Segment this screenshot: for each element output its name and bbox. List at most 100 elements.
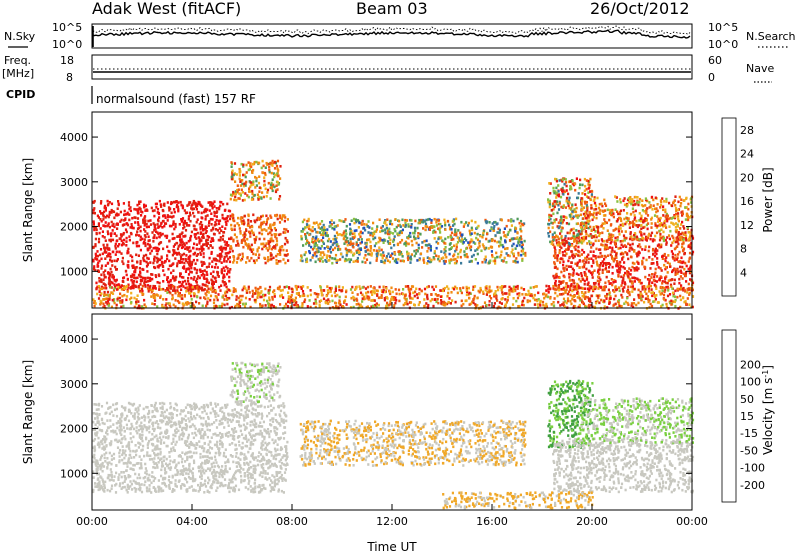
power-cell — [577, 241, 580, 245]
power-cell — [609, 237, 612, 240]
power-cell — [307, 217, 310, 221]
power-cell — [196, 277, 199, 281]
power-cell — [459, 287, 462, 290]
power-cell — [623, 197, 626, 200]
power-cell — [211, 275, 214, 278]
power-cell — [267, 242, 270, 246]
power-cell — [242, 219, 245, 222]
power-cell — [581, 294, 584, 298]
power-cell — [493, 225, 496, 228]
power-cell — [367, 252, 370, 256]
power-cell — [143, 234, 146, 237]
power-cell — [678, 250, 681, 254]
power-cell — [500, 218, 503, 221]
power-cell — [508, 254, 511, 258]
power-cell — [227, 251, 230, 255]
power-cell — [585, 278, 589, 281]
power-cell — [154, 202, 157, 206]
power-cell — [284, 231, 287, 234]
power-cell — [577, 229, 580, 233]
power-cell — [238, 304, 242, 308]
power-cell — [631, 207, 634, 210]
power-cell — [263, 228, 266, 231]
power-cell — [212, 226, 215, 230]
power-cell — [189, 254, 192, 258]
power-cell — [215, 215, 218, 218]
power-cell — [426, 256, 429, 259]
power-cell — [177, 259, 180, 263]
power-cell — [346, 240, 350, 243]
power-cell — [171, 289, 175, 292]
power-cell — [641, 261, 644, 264]
power-cell — [639, 231, 642, 234]
power-cell — [611, 265, 614, 269]
power-cell — [304, 235, 307, 238]
power-cell — [345, 232, 348, 235]
power-cell — [140, 214, 143, 217]
power-cell — [226, 215, 229, 218]
power-cell — [658, 219, 661, 222]
power-cell — [218, 222, 221, 226]
power-cell — [660, 228, 663, 231]
power-cell — [254, 253, 257, 256]
power-cell — [98, 280, 101, 283]
power-cell — [444, 237, 447, 241]
power-cell — [145, 253, 148, 257]
power-cell — [200, 245, 203, 248]
power-cell — [602, 261, 605, 265]
power-cell — [189, 292, 192, 295]
power-cell — [368, 253, 371, 256]
power-cell — [260, 228, 263, 232]
power-cell — [454, 300, 457, 304]
power-cell — [666, 285, 669, 289]
power-cell — [230, 227, 233, 231]
power-cell — [479, 286, 482, 290]
power-cell — [604, 243, 607, 247]
power-cell — [565, 222, 568, 225]
power-cell — [391, 252, 394, 256]
power-cell — [121, 260, 124, 263]
power-cell — [629, 280, 632, 283]
power-cell — [469, 292, 472, 295]
power-cell — [228, 275, 231, 279]
power-cell — [582, 212, 585, 216]
power-cell — [553, 220, 556, 224]
power-cell — [663, 280, 666, 283]
power-cell — [93, 211, 96, 215]
power-cell — [174, 225, 177, 229]
power-cell — [428, 226, 431, 229]
power-cell — [104, 239, 107, 242]
power-cell — [656, 203, 659, 206]
power-cell — [609, 282, 612, 285]
power-cell — [495, 297, 498, 300]
power-cell — [628, 200, 631, 204]
power-cell — [415, 241, 418, 245]
power-cell — [435, 240, 438, 244]
power-cell — [223, 283, 226, 287]
power-cell — [109, 286, 112, 289]
power-cell — [416, 226, 419, 230]
power-cell — [219, 236, 222, 239]
power-cell — [353, 229, 356, 233]
power-cell — [168, 224, 172, 228]
power-cell — [666, 271, 669, 274]
power-cell — [452, 254, 455, 258]
power-cell — [691, 281, 695, 285]
power-cell — [483, 258, 486, 261]
power-cell — [578, 259, 581, 262]
power-cell — [237, 197, 240, 200]
power-cell — [632, 302, 636, 305]
power-cell — [315, 221, 318, 224]
power-cell — [655, 252, 658, 256]
power-cell — [665, 275, 668, 278]
power-cell — [584, 274, 587, 277]
power-cell — [328, 259, 331, 262]
power-cell — [115, 223, 118, 226]
noise-trace — [92, 25, 691, 47]
power-cell — [352, 245, 355, 249]
power-cell — [659, 216, 662, 220]
power-cell — [422, 257, 425, 260]
power-cell — [176, 289, 179, 292]
power-cell — [581, 192, 584, 195]
power-cell — [590, 294, 593, 298]
